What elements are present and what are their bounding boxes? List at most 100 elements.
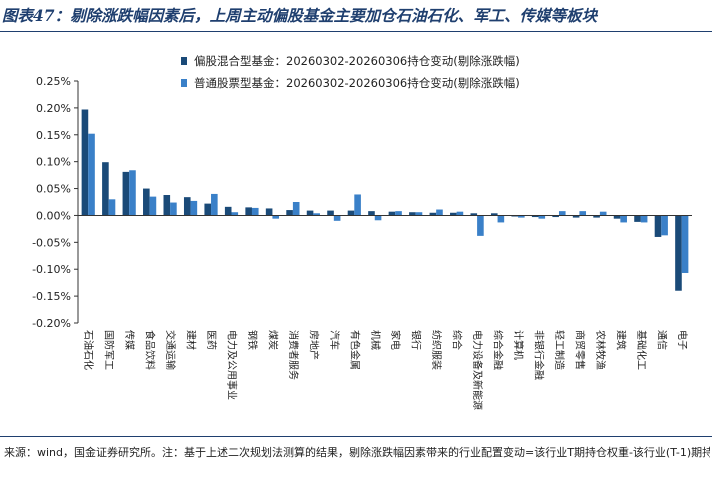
y-axis: 0.25% 0.20% 0.15% 0.10% 0.05% 0.00% -0.05% -0.1… xyxy=(32,75,79,330)
bar-series2-21 xyxy=(518,215,525,218)
x-category-label: 食品饮料 xyxy=(144,330,157,370)
bar-series1-29 xyxy=(675,215,682,291)
bar-series2-17 xyxy=(436,209,443,216)
bar-series1-5 xyxy=(183,197,191,216)
x-category-label: 电子 xyxy=(676,330,689,350)
bar-series1-19 xyxy=(470,213,478,216)
bar-series2-8 xyxy=(251,207,259,216)
bar-series2-27 xyxy=(640,215,648,223)
x-category-label: 银行 xyxy=(410,330,423,350)
bar-series1-1 xyxy=(102,162,109,216)
bar-series2-19 xyxy=(477,215,484,236)
x-category-label: 医药 xyxy=(205,330,217,350)
bar-series2-10 xyxy=(292,202,300,216)
bar-series2-0 xyxy=(88,133,95,216)
x-category-label: 纺织服装 xyxy=(430,330,443,370)
bar-series2-6 xyxy=(211,193,218,216)
bar-series1-15 xyxy=(388,211,396,216)
x-category-label: 商贸零售 xyxy=(573,330,586,370)
x-category-label: 建筑 xyxy=(614,330,627,350)
x-category-label: 建材 xyxy=(185,330,198,350)
x-category-label: 农林牧渔 xyxy=(594,330,607,370)
x-category-label: 家电 xyxy=(389,330,402,350)
y-tick-label: -0.10% xyxy=(32,263,71,276)
y-tick-label: 0.20% xyxy=(36,102,71,115)
bar-series2-11 xyxy=(313,213,320,216)
bar-series1-20 xyxy=(490,213,498,216)
title-divider xyxy=(0,31,712,32)
source-note: 来源：wind，国金证券研究所。注：基于上述二次规划法测算的结果，剔除涨跌幅因素… xyxy=(4,446,710,459)
bar-series1-25 xyxy=(593,215,600,218)
bar-series2-5 xyxy=(190,200,198,216)
bar-series1-8 xyxy=(245,207,252,216)
bars xyxy=(81,109,689,291)
bar-series1-9 xyxy=(265,208,273,216)
bar-series1-27 xyxy=(634,215,641,222)
x-category-label: 轻工制造 xyxy=(553,330,566,370)
bar-series1-6 xyxy=(204,203,212,216)
bar-series1-22 xyxy=(531,215,539,218)
x-category-label: 汽车 xyxy=(328,330,341,350)
x-category-label: 计算机 xyxy=(512,330,525,360)
x-category-label: 基础化工 xyxy=(635,330,648,370)
bar-series2-29 xyxy=(681,215,689,273)
bar-series2-1 xyxy=(108,199,116,216)
x-category-label: 国防军工 xyxy=(103,330,116,370)
x-axis: 石油石化 国防军工 传媒 食品饮料 交通运输 建材 医药 电力及公用事业 钢铁 煤炭 消费者服务 房地… xyxy=(78,214,692,410)
x-category-label: 煤炭 xyxy=(266,330,279,350)
bar-series1-3 xyxy=(143,188,150,216)
bar-series1-17 xyxy=(429,212,437,216)
legend-swatch-1 xyxy=(181,57,187,65)
bar-series1-26 xyxy=(613,215,621,219)
chart-legend: 偏股混合型基金：20260302-20260306持仓变动(剔除涨跌幅) 普通股票… xyxy=(181,54,520,90)
x-category-label: 综合 xyxy=(451,330,464,350)
bar-series2-20 xyxy=(497,215,505,223)
bar-chart: 偏股混合型基金：20260302-20260306持仓变动(剔除涨跌幅) 普通股票… xyxy=(32,54,692,410)
bar-series2-7 xyxy=(231,212,239,216)
x-category-label: 钢铁 xyxy=(246,330,259,350)
x-category-label: 非银行金融 xyxy=(533,330,546,380)
bar-series2-25 xyxy=(599,211,607,216)
figure-title: 图表47：剔除涨跌幅因素后，上周主动偏股基金主要加仓石油石化、军工、传媒等板块 xyxy=(2,6,598,25)
y-tick-label: 0.10% xyxy=(36,156,71,169)
bar-series1-16 xyxy=(409,212,416,216)
x-category-label: 通信 xyxy=(655,330,667,350)
legend-label-2: 普通股票型基金：20260302-20260306持仓变动(剔除涨跌幅) xyxy=(194,76,520,90)
bar-series1-23 xyxy=(552,215,559,218)
footer-divider xyxy=(0,436,712,437)
x-category-label: 房地产 xyxy=(307,330,320,360)
bar-series1-10 xyxy=(286,210,293,216)
x-category-label: 综合金融 xyxy=(492,330,505,370)
bar-series2-16 xyxy=(415,212,423,216)
bar-series1-11 xyxy=(306,210,314,216)
x-category-label: 消费者服务 xyxy=(287,330,300,380)
x-category-label: 交通运输 xyxy=(164,330,177,370)
x-category-label: 有色金属 xyxy=(348,330,361,370)
bar-series2-12 xyxy=(333,215,341,221)
x-category-label: 传媒 xyxy=(123,330,135,350)
y-tick-label: -0.15% xyxy=(32,290,71,303)
bar-series1-12 xyxy=(327,210,334,216)
bar-series1-24 xyxy=(572,215,580,218)
bar-series2-9 xyxy=(272,215,280,219)
bar-series2-23 xyxy=(558,211,566,216)
bar-series1-7 xyxy=(224,206,232,216)
bar-series1-13 xyxy=(347,210,355,216)
y-tick-label: -0.20% xyxy=(32,317,71,330)
legend-label-1: 偏股混合型基金：20260302-20260306持仓变动(剔除涨跌幅) xyxy=(194,54,520,68)
y-tick-label: -0.05% xyxy=(32,236,71,249)
bar-series1-0 xyxy=(81,109,89,216)
bar-series2-28 xyxy=(661,215,668,236)
bar-series2-24 xyxy=(579,211,587,216)
bar-series1-28 xyxy=(654,215,662,237)
bar-series1-14 xyxy=(368,211,375,216)
legend-swatch-2 xyxy=(181,79,187,87)
bar-series2-14 xyxy=(374,215,382,221)
y-tick-label: 0.00% xyxy=(36,209,71,222)
y-tick-label: 0.15% xyxy=(36,129,71,142)
bar-series2-22 xyxy=(538,215,546,219)
bar-series2-4 xyxy=(170,202,177,216)
y-tick-label: 0.25% xyxy=(36,75,71,88)
y-tick-label: 0.05% xyxy=(36,183,71,196)
x-category-label: 石油石化 xyxy=(82,330,95,370)
